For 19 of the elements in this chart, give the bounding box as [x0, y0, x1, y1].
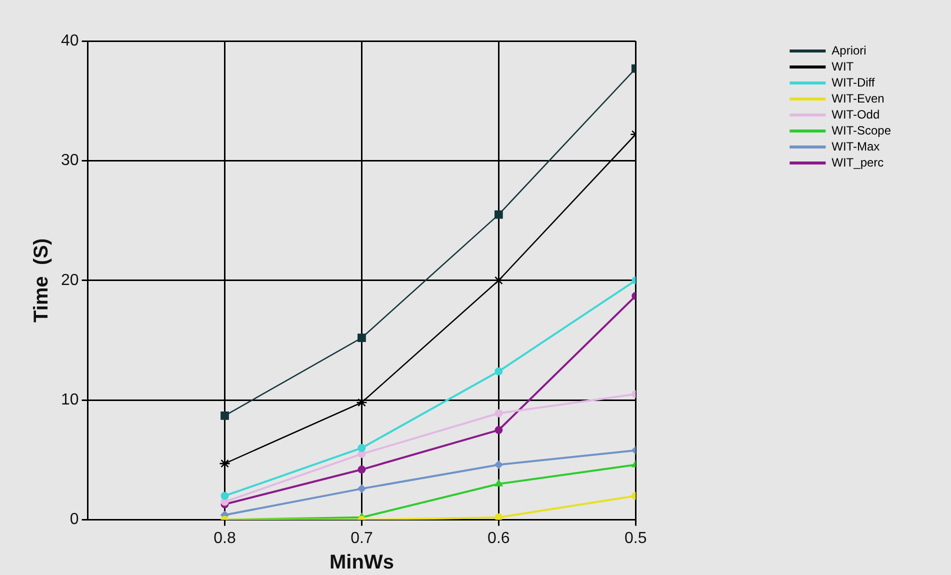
- x-tick-label: 0.8: [214, 530, 236, 547]
- x-tick-label: 0.5: [624, 530, 647, 547]
- y-tick-label: 10: [61, 392, 79, 409]
- x-tick-label: 0.7: [350, 530, 373, 547]
- legend-label: Apriori: [832, 43, 866, 58]
- legend-label: WIT_perc: [832, 155, 884, 170]
- legend-label: WIT: [832, 59, 854, 74]
- y-tick-label: 40: [61, 32, 79, 50]
- y-tick-label: 0: [70, 511, 79, 528]
- legend-label: WIT-Odd: [832, 107, 880, 122]
- legend-label: WIT-Max: [832, 139, 880, 154]
- y-axis-title: Time (S): [30, 238, 53, 322]
- legend-label: WIT-Diff: [832, 75, 876, 90]
- legend-label: WIT-Even: [832, 91, 884, 106]
- x-axis-title: MinWs: [330, 552, 394, 574]
- y-tick-label: 20: [61, 272, 79, 289]
- x-tick-label: 0.6: [488, 530, 510, 547]
- legend-label: WIT-Scope: [832, 123, 892, 138]
- y-tick-label: 30: [61, 152, 79, 170]
